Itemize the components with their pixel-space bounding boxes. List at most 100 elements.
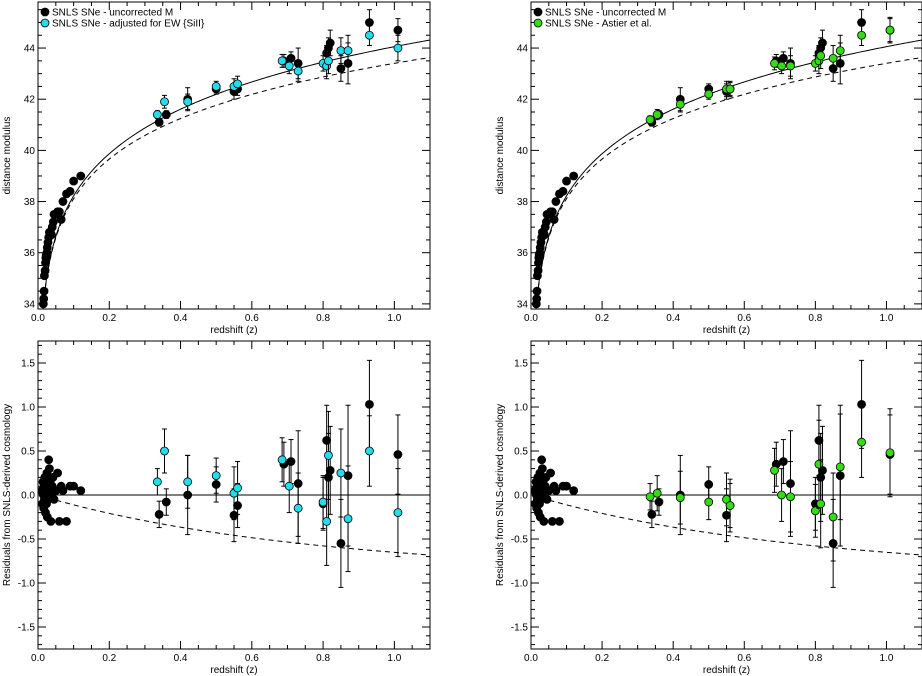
data-point [647, 509, 657, 519]
x-axis-label: redshift (z) [210, 665, 257, 676]
x-tick-label: 0.6 [245, 653, 259, 664]
x-tick-label: 0.8 [316, 313, 330, 324]
data-point [69, 176, 79, 186]
data-point [44, 455, 54, 465]
data-point [778, 457, 788, 466]
data-point [777, 490, 786, 500]
y-tick-label: 38 [517, 197, 529, 208]
data-point [324, 56, 333, 66]
data-point [652, 110, 662, 119]
data-point [786, 492, 795, 502]
data-point [161, 110, 171, 119]
x-tick-label: 1.0 [880, 653, 894, 664]
data-point [547, 207, 557, 217]
data-point [828, 512, 838, 522]
x-tick-label: 0.6 [245, 313, 259, 324]
legend-marker [40, 18, 50, 28]
y-tick-label: 40 [517, 146, 529, 157]
data-point [45, 464, 54, 474]
data-point [161, 497, 171, 507]
data-point [293, 503, 303, 513]
data-point [325, 38, 335, 48]
data-point [183, 97, 193, 107]
data-point [277, 455, 287, 465]
model-curve-dashed [38, 494, 430, 556]
x-tick-label: 0.0 [524, 313, 538, 324]
data-point [343, 514, 353, 524]
y-tick-label: 40 [24, 146, 36, 157]
x-tick-label: 0.6 [737, 313, 751, 324]
x-tick-label: 1.0 [880, 313, 894, 324]
data-point [654, 497, 664, 507]
legend-marker [40, 7, 50, 17]
data-point [40, 266, 50, 276]
data-point [558, 186, 568, 196]
plot-area [38, 9, 430, 309]
x-tick-label: 0.0 [524, 653, 538, 664]
chart-panel-3: 0.0 0.2 0.4 0.6 0.8 1.0 -1.5 -1.0 -0.5 0.0 0.5 1.0 1… [2, 340, 431, 676]
x-tick-label: 0.4 [666, 653, 680, 664]
y-axis-label: Residuals from SNLS-derived cosmology [495, 404, 506, 586]
data-point [725, 501, 735, 510]
data-point [56, 215, 66, 224]
data-point [532, 294, 542, 304]
chart-panel-4: 0.0 0.2 0.4 0.6 0.8 1.0 -1.5 -1.0 -0.5 0.0 0.5 1.0 1… [495, 340, 922, 676]
data-point [551, 486, 561, 496]
y-tick-label: 1.5 [21, 359, 35, 370]
data-point [343, 46, 353, 56]
data-point [54, 207, 64, 217]
series-2 [645, 406, 895, 562]
data-point [58, 486, 68, 496]
data-point [69, 481, 79, 491]
y-axis-label: Residuals from SNLS-derived cosmology [2, 404, 13, 586]
data-point [152, 477, 162, 487]
data-point [537, 464, 547, 474]
data-point [885, 25, 895, 35]
data-point [393, 43, 403, 53]
plot-area [531, 9, 922, 309]
y-tick-label: 38 [24, 197, 36, 208]
data-point [533, 266, 543, 276]
x-axis-label: redshift (z) [703, 325, 750, 336]
data-point [562, 176, 571, 186]
y-tick-label: 1.0 [21, 403, 35, 414]
data-point [365, 399, 374, 409]
x-tick-label: 1.0 [387, 653, 401, 664]
y-tick-label: 36 [517, 248, 529, 259]
data-point [777, 61, 786, 71]
x-tick-label: 1.0 [387, 313, 401, 324]
x-tick-label: 0.8 [808, 313, 822, 324]
x-tick-label: 0.0 [31, 653, 45, 664]
y-tick-label: -0.5 [511, 535, 529, 546]
data-point [569, 486, 579, 496]
data-point [828, 53, 838, 63]
x-tick-label: 0.6 [737, 653, 751, 664]
data-point [725, 84, 735, 94]
x-tick-label: 0.8 [808, 653, 822, 664]
data-point [569, 171, 579, 181]
legend-label: SNLS SNe - uncorrected M [545, 8, 666, 19]
data-point [160, 97, 169, 107]
y-tick-label: 0.5 [21, 447, 35, 458]
data-point [277, 56, 287, 66]
data-point [562, 481, 571, 491]
data-point [393, 450, 403, 459]
data-point [539, 517, 549, 526]
data-point [393, 508, 403, 517]
x-tick-label: 0.0 [31, 313, 45, 324]
data-point [835, 462, 845, 472]
x-tick-label: 0.4 [174, 313, 188, 324]
y-tick-label: 34 [24, 299, 36, 310]
data-point [704, 497, 714, 507]
x-tick-label: 0.2 [102, 313, 116, 324]
data-point [284, 481, 294, 491]
y-tick-label: -1.5 [511, 623, 529, 634]
data-point [211, 471, 221, 481]
series-2 [645, 16, 895, 125]
x-axis-label: redshift (z) [703, 665, 750, 676]
series-1 [531, 359, 895, 588]
data-point [62, 517, 71, 526]
data-point [48, 217, 58, 227]
